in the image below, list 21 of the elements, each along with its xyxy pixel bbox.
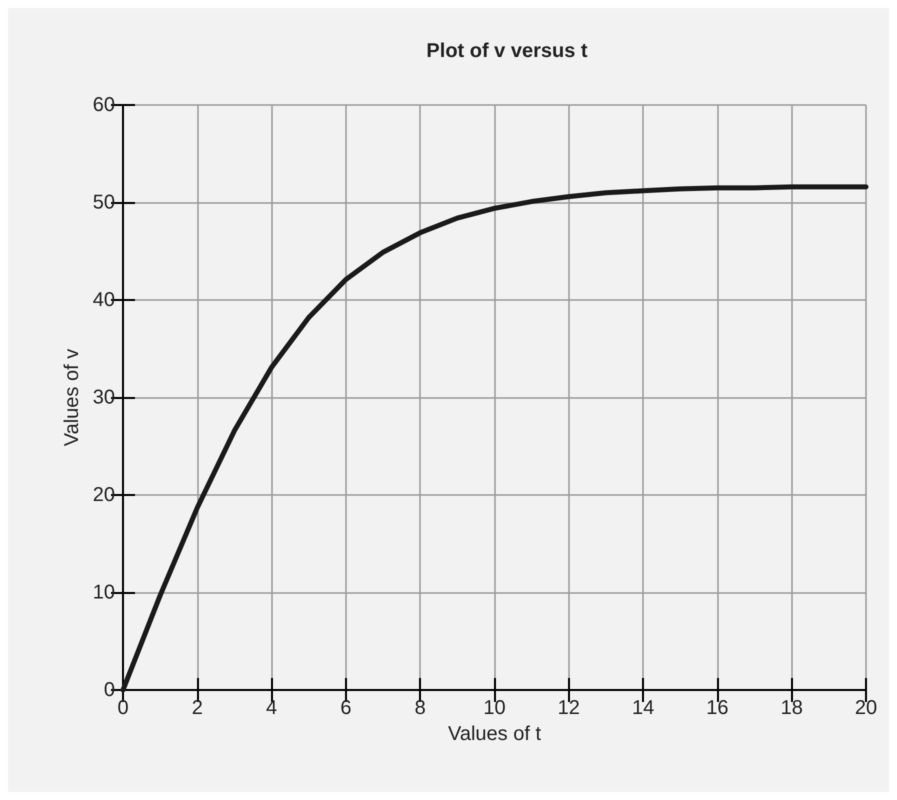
x-tick-label: 4 (266, 697, 278, 719)
y-axis-title: Values of v (60, 348, 83, 446)
y-tick-label: 40 (92, 289, 115, 311)
x-tick-label: 14 (632, 697, 654, 719)
y-tick-label: 30 (92, 386, 115, 408)
x-tick-label: 8 (414, 697, 426, 719)
x-tick-label: 2 (192, 697, 203, 719)
x-axis-title: Values of t (448, 723, 542, 745)
y-tick-label: 0 (104, 679, 115, 701)
x-tick-label: 6 (340, 697, 352, 719)
chart-title: Plot of v versus t (426, 40, 588, 62)
x-tick-label: 12 (558, 697, 580, 719)
x-tick-label: 16 (706, 697, 729, 719)
y-tick-label: 20 (92, 484, 115, 506)
y-tick-label: 60 (92, 94, 115, 116)
x-tick-label: 0 (117, 697, 129, 719)
x-tick-label: 20 (854, 697, 878, 719)
y-tick-label: 50 (92, 192, 115, 214)
x-tick-label: 10 (483, 697, 506, 719)
x-tick-label: 18 (780, 697, 803, 719)
y-tick-label: 10 (92, 582, 115, 604)
